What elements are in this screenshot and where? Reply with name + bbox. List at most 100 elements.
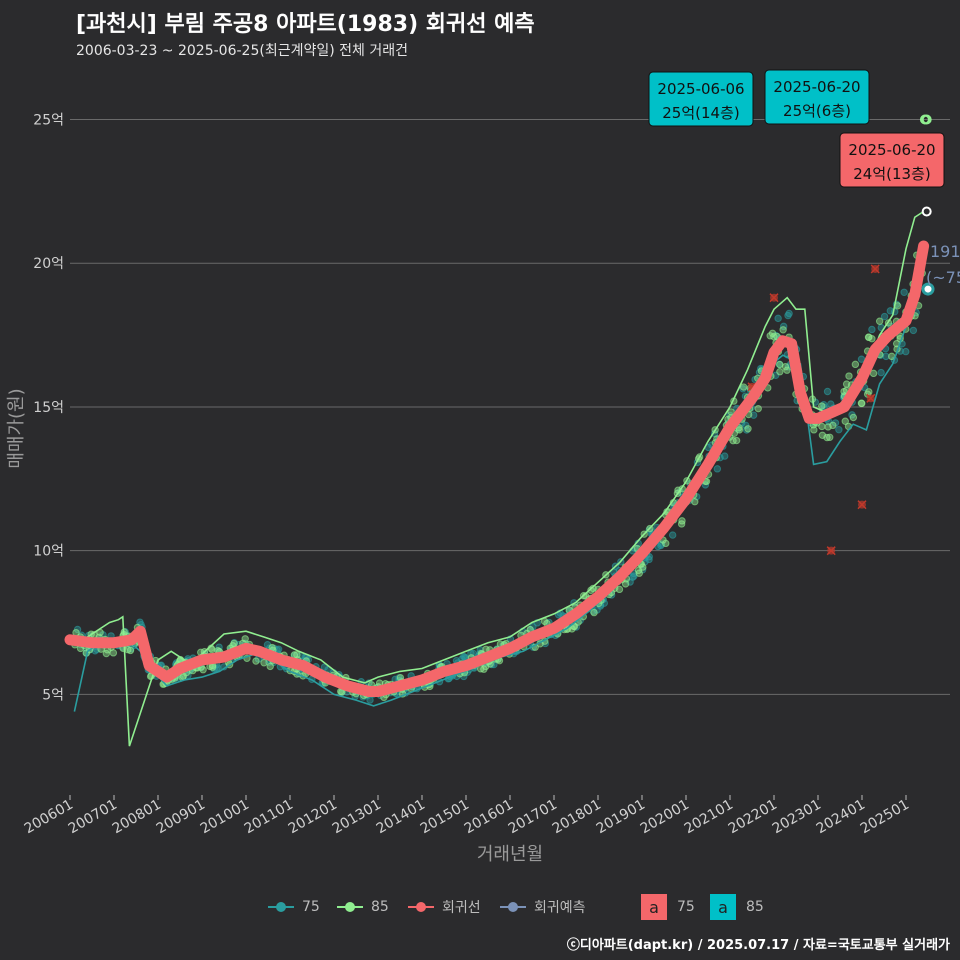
trade-point (784, 311, 792, 320)
trade-point (668, 531, 677, 539)
legend-box-label-75: 75 (677, 899, 695, 915)
trade-point (858, 399, 866, 408)
legend-label-85: 85 (371, 899, 389, 915)
y-axis-title: 매매가(원) (6, 388, 27, 468)
footer-credit: ⓒ디아파트(dapt.kr) / 2025.07.17 / 자료=국토교통부 실… (566, 938, 950, 953)
annotation-date: 2025-06-20 (773, 78, 860, 96)
x-axis-title: 거래년월 (477, 844, 543, 865)
trade-point (880, 312, 889, 321)
x-tick-label: 202101 (682, 797, 736, 838)
legend-marker-75 (276, 902, 286, 912)
series-line-85 (78, 210, 925, 747)
legend-label-regression: 회귀선 (442, 900, 481, 916)
annotation-point (921, 114, 932, 125)
trade-point (818, 422, 826, 431)
trade-point (818, 402, 826, 410)
trade-point (851, 360, 860, 369)
x-tick-label: 202201 (726, 797, 780, 838)
trade-point (199, 666, 207, 674)
trade-point (678, 517, 686, 525)
trade-point (587, 586, 595, 594)
trade-point (869, 369, 878, 378)
x-tick-label: 201101 (242, 797, 296, 838)
legend-marker-85 (345, 902, 355, 912)
cancelled-x-mark (866, 393, 876, 403)
trade-point (857, 355, 866, 363)
trade-point (208, 645, 216, 654)
x-tick-label: 201901 (594, 797, 648, 838)
cancelled-x-mark (769, 293, 779, 303)
x-tick-label: 201401 (374, 797, 428, 838)
trade-point (877, 368, 885, 377)
trade-point (621, 580, 630, 588)
cancelled-x-mark (870, 264, 880, 274)
trade-point (607, 591, 616, 599)
x-tick-label: 201501 (418, 797, 472, 838)
x-tick-label: 200601 (22, 797, 76, 838)
chart-title: [과천시] 부림 주공8 아파트(1983) 회귀선 예측 (76, 12, 535, 37)
y-tick-label: 10억 (33, 544, 64, 560)
trade-point (868, 325, 876, 334)
annotation-box (648, 71, 754, 127)
trade-point (824, 423, 832, 431)
annotation-date: 2025-06-20 (848, 141, 935, 159)
trade-point (845, 372, 853, 380)
trade-point (639, 563, 647, 571)
chart-subtitle: 2006-03-23 ~ 2025-06-25(최근계약일) 전체 거래건 (76, 43, 408, 59)
y-tick-label: 20억 (33, 256, 64, 272)
trade-point (818, 431, 827, 439)
trade-point (823, 387, 832, 396)
annotation-box (764, 69, 870, 125)
trade-point (774, 314, 782, 323)
trade-point (781, 362, 790, 371)
annotation-point (921, 206, 932, 217)
trade-point (208, 663, 217, 671)
trade-point (776, 368, 784, 376)
x-tick-label: 201601 (462, 797, 516, 838)
x-tick-label: 200801 (110, 797, 164, 838)
legend-item-85: 85 (337, 893, 389, 921)
x-tick-label: 202301 (770, 797, 824, 838)
trade-point (841, 417, 849, 425)
x-tick-label: 201801 (550, 797, 604, 838)
x-tick-label: 200901 (154, 797, 208, 838)
trade-point (902, 347, 910, 356)
x-tick-label: 201301 (330, 797, 384, 838)
annotation-date: 2025-06-06 (657, 80, 744, 98)
legend-box-75: a 75 (641, 893, 695, 921)
legend-label-prediction: 회귀예측 (534, 900, 586, 916)
trade-point (779, 326, 787, 334)
annotation-value: 25억(6층) (783, 102, 851, 120)
x-tick-label: 202501 (858, 797, 912, 838)
trade-point (754, 404, 762, 413)
trade-point (729, 436, 737, 445)
legend-box-swatch-85: a (710, 894, 736, 920)
x-tick-label: 200701 (66, 797, 120, 838)
end-value-sublabel: (~75㎡) (926, 268, 960, 287)
trade-point (320, 663, 329, 671)
cancelled-x-mark (826, 546, 836, 556)
legend-item-prediction: 회귀예측 (500, 893, 586, 921)
trade-point (739, 383, 748, 391)
trade-point (835, 425, 843, 434)
legend-marker-regression (416, 902, 426, 912)
legend-box-swatch-75: a (641, 894, 667, 920)
trade-point (260, 659, 268, 667)
legend-marker-prediction (508, 902, 518, 912)
trade-point (727, 408, 735, 416)
y-tick-label: 25억 (33, 112, 64, 128)
legend-box-label-85: 85 (746, 899, 764, 915)
trade-point (826, 433, 834, 442)
trade-point (252, 657, 260, 665)
trade-point (842, 380, 851, 388)
legend: 75 85 회귀선 회귀예측 a 75 a 85 (0, 893, 960, 921)
x-tick-label: 201001 (198, 797, 252, 838)
trade-point (590, 608, 598, 617)
cancelled-x-mark (857, 500, 867, 510)
trade-point (645, 555, 653, 564)
trade-point (849, 413, 858, 422)
legend-box-85: a 85 (710, 893, 764, 921)
trade-point (124, 645, 132, 654)
trade-point (875, 317, 884, 325)
